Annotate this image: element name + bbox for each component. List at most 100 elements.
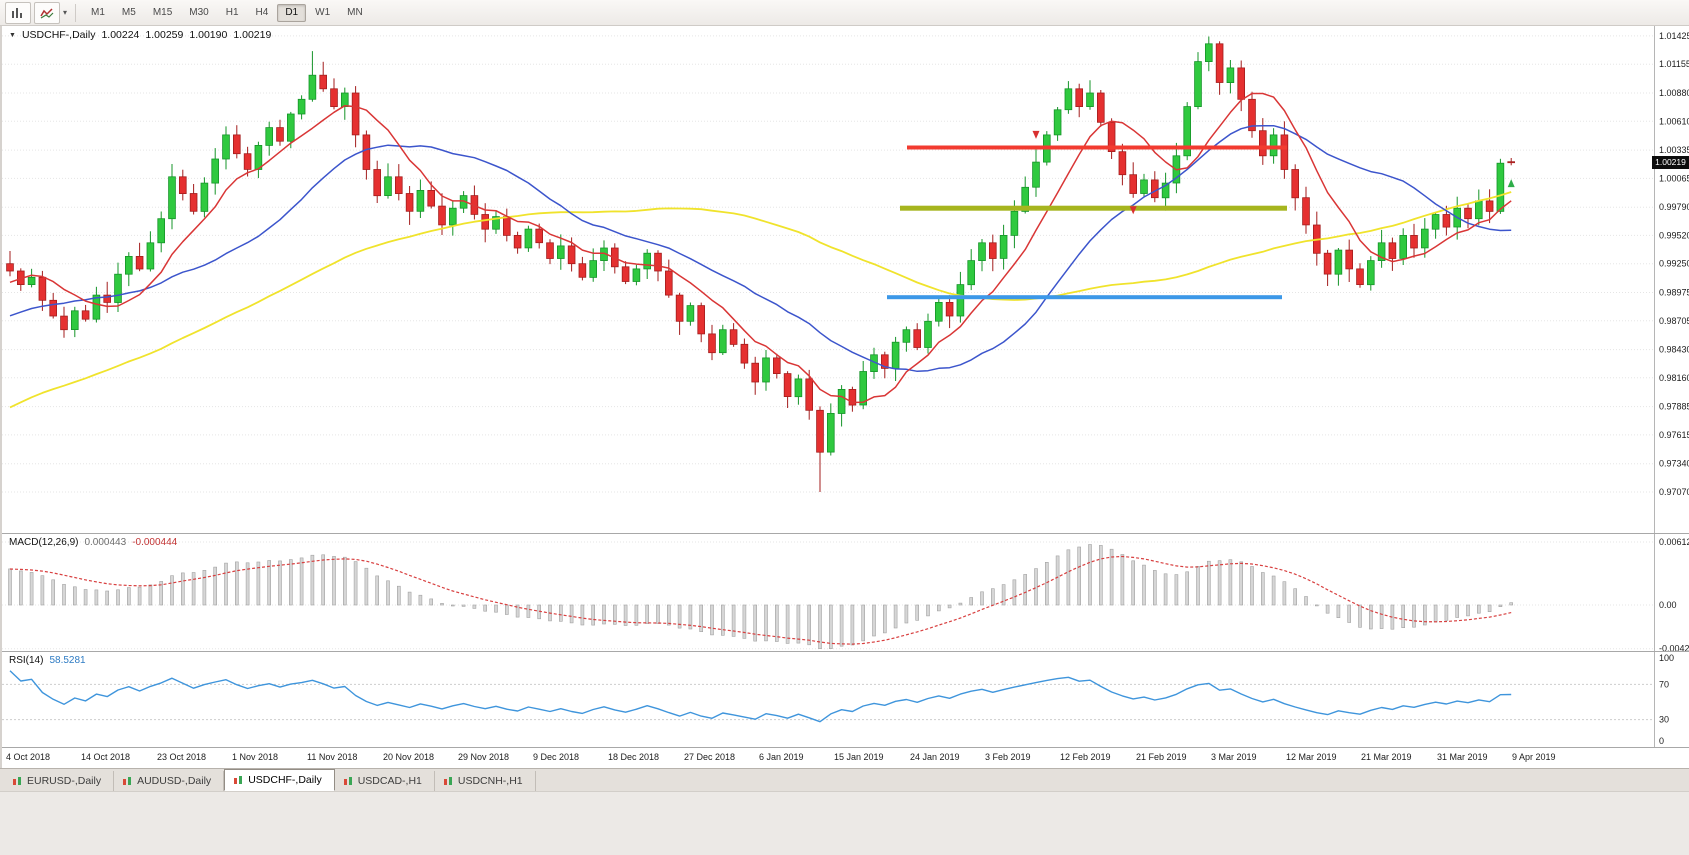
timeframe-button-group: M1 M5 M15 M30 H1 H4 D1 W1 MN — [83, 3, 372, 22]
candlestick-plot[interactable]: 1.01425 1.01155 1.00880 1.00610 1.00335 1.000… — [2, 26, 1689, 533]
sell-arrow-icon — [1129, 206, 1137, 215]
date-label: 3 Mar 2019 — [1211, 752, 1257, 762]
macd-main-value: 0.000443 — [84, 537, 127, 548]
macd-histogram — [8, 544, 1513, 650]
toolbar-separator — [75, 3, 77, 22]
main-price-panel: ▼ USDCHF-,Daily 1.00224 1.00259 1.00190 … — [2, 26, 1689, 533]
rsi-name: RSI(14) — [9, 655, 44, 666]
chart-tab-label: AUDUSD-,Daily — [137, 775, 212, 787]
mid-support-line — [900, 205, 1287, 211]
mini-chart-icon — [343, 776, 353, 786]
mini-chart-icon — [122, 776, 132, 786]
chart-title: ▼ USDCHF-,Daily 1.00224 1.00259 1.00190 … — [9, 29, 271, 41]
grid-lines — [2, 35, 1654, 493]
svg-text:1.00065: 1.00065 — [1659, 173, 1689, 183]
date-label: 18 Dec 2018 — [608, 752, 660, 762]
macd-name: MACD(12,26,9) — [9, 537, 79, 548]
svg-text:0.98430: 0.98430 — [1659, 345, 1689, 355]
panel-splitter[interactable] — [2, 651, 1689, 652]
macd-signal-value: -0.000444 — [132, 537, 178, 548]
svg-text:1.01425: 1.01425 — [1659, 31, 1689, 41]
macd-label: MACD(12,26,9) 0.000443 -0.000444 — [9, 537, 177, 548]
timeframe-button-w1[interactable]: W1 — [315, 6, 331, 18]
chart-tab-audusd[interactable]: AUDUSD-,Daily — [114, 771, 225, 791]
svg-text:0.006125: 0.006125 — [1659, 537, 1689, 547]
timeframe-button-mn[interactable]: MN — [347, 6, 363, 18]
rsi-panel: RSI(14) 58.5281 100 70 30 0 — [2, 652, 1689, 747]
svg-text:0.98975: 0.98975 — [1659, 288, 1689, 298]
chart-tab-usdcnh[interactable]: USDCNH-,H1 — [435, 771, 536, 791]
chart-tabs-bar: EURUSD-,Daily AUDUSD-,Daily USDCHF-,Daily U… — [0, 768, 1689, 791]
svg-text:1.01155: 1.01155 — [1659, 59, 1689, 69]
current-price-tag: 1.00219 — [1652, 156, 1689, 169]
svg-text:-0.00425: -0.00425 — [1659, 644, 1689, 651]
dropdown-caret-icon[interactable]: ▾ — [63, 8, 68, 17]
svg-text:0.98160: 0.98160 — [1659, 373, 1689, 383]
macd-plot[interactable]: 0.006125 0.00 -0.00425 — [2, 534, 1689, 651]
chart-type-button[interactable] — [5, 1, 31, 24]
panel-splitter[interactable] — [2, 533, 1689, 534]
date-label: 12 Mar 2019 — [1286, 752, 1337, 762]
svg-text:0.99520: 0.99520 — [1659, 230, 1689, 240]
timeframe-button-d1[interactable]: D1 — [277, 3, 307, 22]
svg-text:1.00335: 1.00335 — [1659, 145, 1689, 155]
date-label: 4 Oct 2018 — [6, 752, 51, 762]
timeframe-button-m1[interactable]: M1 — [91, 6, 105, 18]
mini-chart-icon — [12, 776, 22, 786]
buy-arrow-icon — [1507, 179, 1515, 188]
date-label: 23 Oct 2018 — [157, 752, 207, 762]
date-label: 27 Dec 2018 — [684, 752, 736, 762]
chart-tab-eurusd[interactable]: EURUSD-,Daily — [4, 771, 115, 791]
svg-text:0.99250: 0.99250 — [1659, 259, 1689, 269]
top-toolbar: ▾ M1 M5 M15 M30 H1 H4 D1 W1 MN — [0, 0, 1689, 26]
candles-group — [6, 36, 1516, 492]
svg-text:0.99790: 0.99790 — [1659, 202, 1689, 212]
sell-arrow-icon — [1032, 130, 1040, 139]
svg-text:0.00: 0.00 — [1659, 600, 1677, 610]
bar-chart-icon — [11, 7, 25, 19]
rsi-plot[interactable]: 100 70 30 0 — [2, 652, 1689, 747]
timeframe-button-m15[interactable]: M15 — [152, 6, 173, 18]
svg-text:0: 0 — [1659, 736, 1664, 746]
timeframe-button-h4[interactable]: H4 — [255, 6, 269, 18]
macd-signal-line — [9, 555, 1512, 645]
date-label: 14 Oct 2018 — [81, 752, 131, 762]
date-label: 1 Nov 2018 — [232, 752, 279, 762]
price-axis[interactable] — [1652, 26, 1689, 533]
svg-text:0.97070: 0.97070 — [1659, 487, 1689, 497]
moving-averages-group — [9, 92, 1512, 409]
rsi-line — [9, 670, 1512, 723]
date-label: 21 Feb 2019 — [1136, 752, 1187, 762]
ohlc-high: 1.00259 — [145, 29, 184, 41]
chart-tab-label: USDCAD-,H1 — [357, 775, 422, 787]
trade-markers-group — [1032, 130, 1515, 215]
date-label: 12 Feb 2019 — [1060, 752, 1111, 762]
chart-tab-usdchf[interactable]: USDCHF-,Daily — [224, 769, 335, 791]
timeframe-button-h1[interactable]: H1 — [225, 6, 239, 18]
date-label: 9 Apr 2019 — [1512, 752, 1556, 762]
date-label: 9 Dec 2018 — [533, 752, 580, 762]
mini-chart-icon — [233, 775, 243, 785]
date-label: 31 Mar 2019 — [1437, 752, 1488, 762]
chart-tab-usdcad[interactable]: USDCAD-,H1 — [335, 771, 435, 791]
rsi-value: 58.5281 — [49, 655, 86, 666]
panel-splitter[interactable] — [2, 747, 1689, 748]
rsi-label: RSI(14) 58.5281 — [9, 655, 86, 666]
svg-text:0.97340: 0.97340 — [1659, 459, 1689, 469]
date-label: 20 Nov 2018 — [383, 752, 435, 762]
indicators-button[interactable] — [34, 1, 60, 24]
date-label: 24 Jan 2019 — [910, 752, 960, 762]
chart-symbol-label: USDCHF-,Daily — [21, 29, 96, 41]
mini-chart-icon — [443, 776, 453, 786]
chart-tab-label: USDCHF-,Daily — [248, 774, 322, 786]
collapse-triangle-icon[interactable]: ▼ — [9, 31, 16, 39]
date-label: 6 Jan 2019 — [759, 752, 804, 762]
svg-text:30: 30 — [1659, 715, 1669, 725]
timeframe-button-m5[interactable]: M5 — [121, 6, 136, 18]
date-label: 21 Mar 2019 — [1361, 752, 1412, 762]
date-axis[interactable]: 4 Oct 2018 14 Oct 2018 23 Oct 2018 1 Nov 20… — [2, 748, 1689, 768]
timeframe-button-m30[interactable]: M30 — [189, 6, 209, 18]
resistance-line — [907, 145, 1287, 150]
chart-window: ▼ USDCHF-,Daily 1.00224 1.00259 1.00190 … — [0, 26, 1689, 768]
date-label: 15 Jan 2019 — [834, 752, 884, 762]
